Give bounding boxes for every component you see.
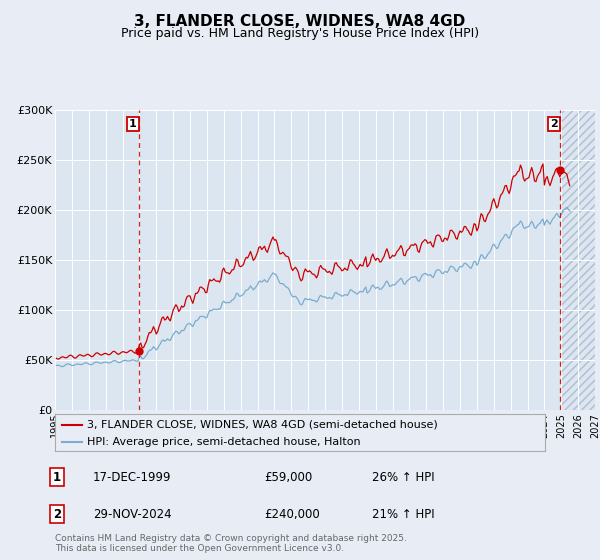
Text: 1: 1 (129, 119, 137, 129)
Bar (560, 110, 595, 410)
Text: Contains HM Land Registry data © Crown copyright and database right 2025.
This d: Contains HM Land Registry data © Crown c… (55, 534, 407, 553)
Text: 2: 2 (550, 119, 558, 129)
Text: 26% ↑ HPI: 26% ↑ HPI (372, 470, 434, 484)
Text: 3, FLANDER CLOSE, WIDNES, WA8 4GD: 3, FLANDER CLOSE, WIDNES, WA8 4GD (134, 14, 466, 29)
Text: 29-NOV-2024: 29-NOV-2024 (93, 507, 172, 521)
Text: HPI: Average price, semi-detached house, Halton: HPI: Average price, semi-detached house,… (87, 437, 361, 447)
Text: 17-DEC-1999: 17-DEC-1999 (93, 470, 172, 484)
Text: Price paid vs. HM Land Registry's House Price Index (HPI): Price paid vs. HM Land Registry's House … (121, 27, 479, 40)
Text: 2: 2 (53, 507, 61, 521)
Text: 3, FLANDER CLOSE, WIDNES, WA8 4GD (semi-detached house): 3, FLANDER CLOSE, WIDNES, WA8 4GD (semi-… (87, 419, 437, 430)
Text: 21% ↑ HPI: 21% ↑ HPI (372, 507, 434, 521)
Text: 1: 1 (53, 470, 61, 484)
Text: £240,000: £240,000 (264, 507, 320, 521)
Text: £59,000: £59,000 (264, 470, 312, 484)
